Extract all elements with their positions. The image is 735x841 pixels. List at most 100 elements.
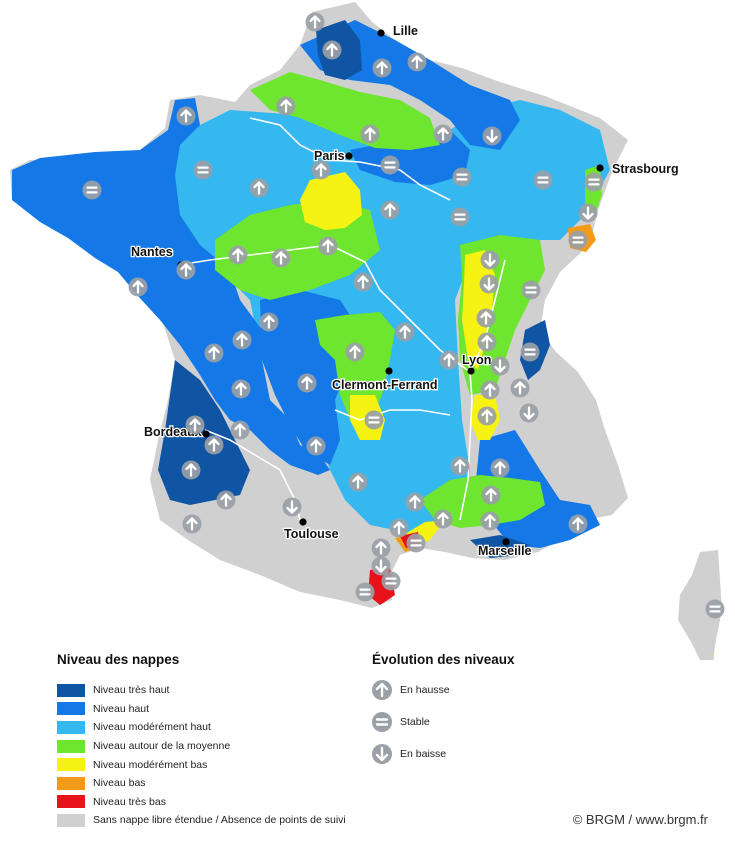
arrow-up-icon <box>322 40 342 60</box>
arrow-up-icon <box>477 406 497 426</box>
corsica <box>678 550 722 660</box>
evolution-item-baisse: En baisse <box>372 738 450 770</box>
arrow-up-icon <box>345 342 365 362</box>
arrow-up-icon <box>204 435 224 455</box>
legend-item-moderement-bas: Niveau modérément bas <box>57 755 346 774</box>
legend-item-moderement-haut: Niveau modérément haut <box>57 718 346 737</box>
arrow-up-icon <box>490 458 510 478</box>
legend-list: Niveau très haut Niveau haut Niveau modé… <box>57 681 346 830</box>
evolution-list: En hausse Stable En baisse <box>372 674 450 770</box>
arrow-up-icon <box>259 312 279 332</box>
legend-swatch <box>57 702 85 716</box>
arrow-up-icon <box>306 436 326 456</box>
arrow-up-icon <box>204 343 224 363</box>
city-dot <box>299 518 307 526</box>
legend-label: Sans nappe libre étendue / Absence de po… <box>93 814 346 827</box>
equals-icon <box>406 533 426 553</box>
equals-icon <box>372 712 392 732</box>
arrow-down-icon <box>519 403 539 423</box>
zone-moyenne-auvergne <box>315 312 395 420</box>
evolution-label: En baisse <box>400 748 447 760</box>
arrow-up-icon <box>348 472 368 492</box>
legend-label: Niveau bas <box>93 777 146 790</box>
city-label: Marseille <box>478 544 532 558</box>
city-dot <box>467 367 475 375</box>
legend-swatch <box>57 758 85 772</box>
equals-icon <box>521 280 541 300</box>
city-label: Nantes <box>131 245 173 259</box>
equals-icon <box>533 170 553 190</box>
equals-icon <box>705 599 725 619</box>
arrow-up-icon <box>271 248 291 268</box>
city-label: Paris <box>314 149 345 163</box>
arrow-up-icon <box>249 178 269 198</box>
legend-swatch <box>57 683 85 697</box>
arrow-up-icon <box>477 332 497 352</box>
arrow-down-icon <box>479 274 499 294</box>
zone-tres-haut-provence <box>470 535 530 558</box>
arrow-up-icon <box>176 260 196 280</box>
legend-item-tres-bas: Niveau très bas <box>57 793 346 812</box>
legend-label: Niveau modérément haut <box>93 721 211 734</box>
arrow-up-icon <box>305 12 325 32</box>
city-label: Toulouse <box>284 527 339 541</box>
arrow-up-icon <box>450 456 470 476</box>
equals-icon <box>381 571 401 591</box>
city-label: Strasbourg <box>612 162 679 176</box>
zone-moderement-bas-beauce <box>300 172 362 230</box>
city-dot <box>596 164 604 172</box>
legend-swatch <box>57 776 85 790</box>
arrow-up-icon <box>407 52 427 72</box>
legend-item-tres-haut: Niveau très haut <box>57 681 346 700</box>
arrow-up-icon <box>230 420 250 440</box>
arrow-up-icon <box>228 245 248 265</box>
equals-icon <box>450 207 470 227</box>
legend-item-sans-nappe: Sans nappe libre étendue / Absence de po… <box>57 811 346 830</box>
arrow-down-icon <box>578 203 598 223</box>
arrow-up-icon <box>433 124 453 144</box>
arrow-up-icon <box>395 322 415 342</box>
arrow-up-icon <box>433 509 453 529</box>
arrow-up-icon <box>481 485 501 505</box>
arrow-up-icon <box>311 160 331 180</box>
equals-icon <box>452 167 472 187</box>
equals-icon <box>380 155 400 175</box>
arrow-down-icon <box>480 250 500 270</box>
arrow-up-icon <box>480 511 500 531</box>
evolution-item-hausse: En hausse <box>372 674 450 706</box>
city-dot <box>385 367 393 375</box>
arrow-up-icon <box>176 106 196 126</box>
groundwater-map <box>10 2 722 660</box>
arrow-up-icon <box>510 378 530 398</box>
zone-moyenne-normandie <box>250 72 440 150</box>
arrow-down-icon <box>490 356 510 376</box>
arrow-up-icon <box>185 415 205 435</box>
equals-icon <box>193 160 213 180</box>
arrow-up-icon <box>389 518 409 538</box>
evolution-label: En hausse <box>400 684 450 696</box>
city-layer: Lille Paris Strasbourg Nantes Lyon Clermont-F… <box>82 12 725 619</box>
arrow-down-icon <box>282 497 302 517</box>
city-label: Clermont-Ferrand <box>332 378 438 392</box>
legend-label: Niveau très bas <box>93 795 166 808</box>
arrow-down-icon <box>482 126 502 146</box>
arrow-up-icon <box>480 380 500 400</box>
arrow-up-icon <box>372 680 392 700</box>
arrow-up-icon <box>372 58 392 78</box>
legend-item-moyenne: Niveau autour de la moyenne <box>57 737 346 756</box>
equals-icon <box>520 342 540 362</box>
city-label: Lyon <box>462 353 491 367</box>
city-dot <box>345 152 353 160</box>
equals-icon <box>82 180 102 200</box>
city-dot <box>202 430 210 438</box>
equals-icon <box>584 172 604 192</box>
city-dot <box>377 29 385 37</box>
arrow-up-icon <box>276 96 296 116</box>
legend-swatch <box>57 795 85 809</box>
equals-icon <box>568 230 588 250</box>
arrow-up-icon <box>380 200 400 220</box>
arrow-up-icon <box>182 514 202 534</box>
arrow-down-icon <box>371 556 391 576</box>
city-dot <box>502 538 510 546</box>
equals-icon <box>364 410 384 430</box>
